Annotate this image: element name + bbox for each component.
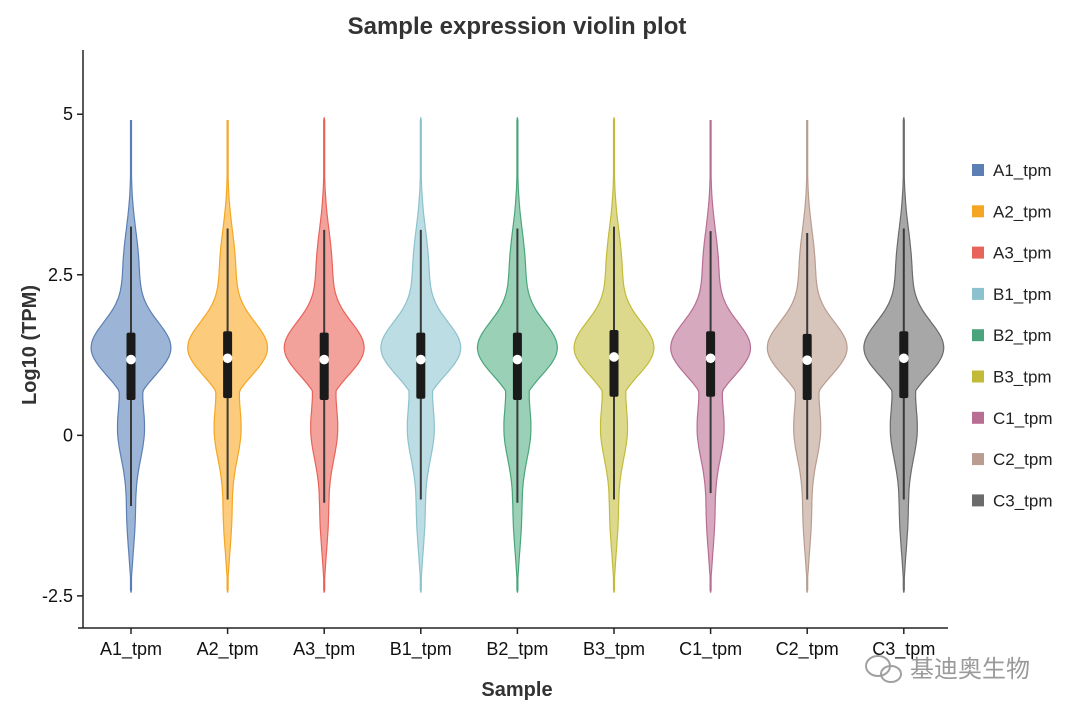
legend-label: C2_tpm <box>993 450 1053 469</box>
x-tick-label: C3_tpm <box>872 639 935 660</box>
legend-item-B3_tpm: B3_tpm <box>972 368 1052 387</box>
box-C1_tpm <box>706 331 716 397</box>
x-ticks-group: A1_tpm A2_tpm A3_tpm B1_tpm B2_tpm B3_tpm C1_t… <box>100 628 935 660</box>
y-axis-title: Log10 (TPM) <box>19 285 41 405</box>
legend-label: B2_tpm <box>993 326 1052 345</box>
legend-swatch <box>972 411 984 424</box>
violin-A1_tpm <box>90 120 172 593</box>
median-point-A1_tpm <box>126 354 136 365</box>
y-tick-label: 2.5 <box>48 265 73 285</box>
y-tick-label: 5 <box>63 104 73 124</box>
box-C2_tpm <box>802 333 812 401</box>
box-B1_tpm <box>416 332 426 399</box>
x-tick-label: A2_tpm <box>197 639 259 660</box>
legend-label: B3_tpm <box>993 368 1052 387</box>
box-C3_tpm <box>899 331 909 399</box>
axes-group <box>78 50 948 629</box>
median-point-B3_tpm <box>609 352 619 362</box>
legend-item-A1_tpm: A1_tpm <box>972 161 1052 180</box>
legend-item-C2_tpm: C2_tpm <box>972 450 1053 469</box>
legend-label: A1_tpm <box>993 161 1052 180</box>
box-B2_tpm <box>512 332 522 401</box>
violin-B1_tpm <box>380 117 462 593</box>
box-A1_tpm <box>126 332 136 401</box>
wechat-icon <box>865 655 902 683</box>
legend-swatch <box>972 453 984 466</box>
violin-B3_tpm <box>573 117 655 593</box>
legend-label: C1_tpm <box>993 409 1053 428</box>
violins-group <box>90 117 945 593</box>
box-A3_tpm <box>319 332 329 401</box>
x-tick-label: C1_tpm <box>679 639 742 660</box>
legend-item-A3_tpm: A3_tpm <box>972 244 1052 263</box>
median-point-B1_tpm <box>416 354 426 365</box>
legend-item-A2_tpm: A2_tpm <box>972 202 1052 221</box>
legend-item-B1_tpm: B1_tpm <box>972 285 1052 304</box>
x-tick-label: B2_tpm <box>486 639 548 660</box>
y-tick-label: 0 <box>63 425 73 445</box>
x-tick-label: B3_tpm <box>583 639 645 660</box>
legend: A1_tpm A2_tpm A3_tpm B1_tpm B2_tpm B3_tpm C1_t… <box>972 161 1053 510</box>
violin-A3_tpm <box>283 117 365 593</box>
y-ticks-group: -2.5 0 2.5 5 <box>42 104 83 606</box>
legend-item-B2_tpm: B2_tpm <box>972 326 1052 345</box>
median-point-C3_tpm <box>899 353 909 364</box>
legend-swatch <box>972 370 984 383</box>
median-point-A2_tpm <box>222 353 233 364</box>
legend-item-C1_tpm: C1_tpm <box>972 409 1053 428</box>
y-tick-label: -2.5 <box>42 586 73 606</box>
watermark-text: 基迪奥生物 <box>910 656 1030 683</box>
legend-swatch <box>972 164 984 176</box>
legend-swatch <box>972 287 984 300</box>
legend-swatch <box>972 246 984 259</box>
legend-label: A3_tpm <box>993 244 1052 263</box>
violin-A2_tpm <box>187 120 269 593</box>
x-axis-title: Sample <box>481 679 552 701</box>
x-tick-label: B1_tpm <box>390 639 452 660</box>
median-point-C2_tpm <box>802 355 812 365</box>
violin-C1_tpm <box>670 120 752 593</box>
violin-C2_tpm <box>766 120 848 593</box>
legend-label: B1_tpm <box>993 285 1052 304</box>
median-point-C1_tpm <box>705 353 716 364</box>
legend-label: A2_tpm <box>993 202 1052 221</box>
violin-B2_tpm <box>476 117 558 593</box>
x-tick-label: C2_tpm <box>776 639 839 660</box>
median-point-A3_tpm <box>319 354 330 365</box>
median-point-B2_tpm <box>512 354 523 365</box>
box-B3_tpm <box>609 330 619 397</box>
legend-swatch <box>972 205 984 218</box>
chart-title: Sample expression violin plot <box>348 13 687 40</box>
legend-swatch <box>972 494 984 507</box>
legend-label: C3_tpm <box>993 491 1053 510</box>
x-tick-label: A3_tpm <box>293 639 355 660</box>
violin-C3_tpm <box>863 117 945 593</box>
watermark: 基迪奥生物 <box>865 655 1030 683</box>
box-A2_tpm <box>223 331 233 399</box>
legend-swatch <box>972 329 984 342</box>
legend-item-C3_tpm: C3_tpm <box>972 491 1053 510</box>
x-tick-label: A1_tpm <box>100 639 162 660</box>
